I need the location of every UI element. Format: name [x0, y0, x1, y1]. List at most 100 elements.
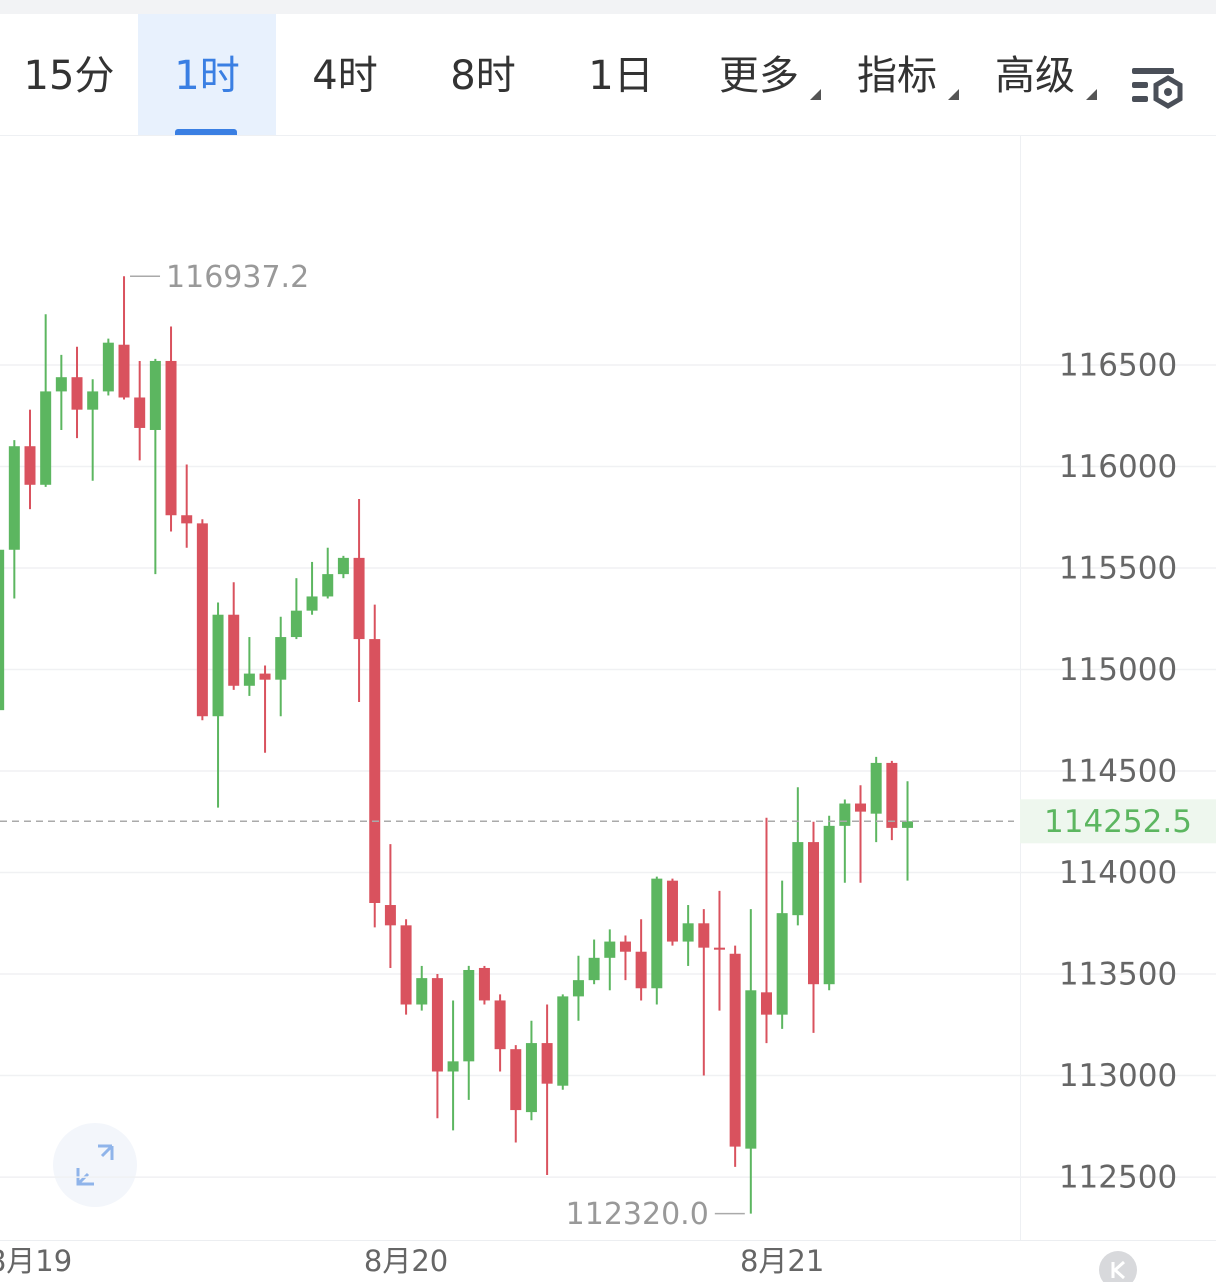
x-tick-label: 8月21 — [740, 1244, 824, 1278]
candle-body — [259, 673, 271, 680]
icon-gear-center — [1164, 88, 1172, 96]
candle-body — [416, 978, 428, 1005]
last-price-badge — [1020, 799, 1216, 844]
icon-bar — [1132, 96, 1148, 102]
tab[interactable]: 指标 — [857, 53, 937, 99]
candle-body — [839, 803, 851, 826]
low-marker-label: 112320.0 — [566, 1197, 709, 1232]
k-icon — [1111, 1260, 1125, 1280]
tab[interactable]: 1时 — [138, 14, 276, 135]
candle-body — [557, 996, 569, 1086]
y-tick-label: 113000 — [1059, 1058, 1177, 1094]
y-tick-label: 116000 — [1059, 449, 1177, 485]
candle-body — [275, 637, 287, 680]
tab[interactable]: 4时 — [312, 53, 378, 99]
candle-body — [886, 762, 898, 828]
candle-body — [666, 880, 678, 942]
candle-body — [792, 842, 804, 916]
candle-body — [572, 980, 584, 997]
candle-body — [0, 549, 5, 711]
candle-body — [494, 1000, 506, 1050]
candle-body — [87, 391, 99, 410]
candle-body — [369, 639, 381, 903]
candle-body — [337, 557, 349, 575]
candle-body — [102, 342, 114, 392]
candle-body — [8, 446, 20, 550]
candle-body — [855, 803, 867, 812]
tab[interactable]: 更多 — [719, 53, 799, 99]
top-strip — [0, 0, 1216, 14]
last-price-label: 114252.5 — [1044, 804, 1192, 840]
candle-body — [823, 825, 835, 985]
settings-icon[interactable] — [1128, 64, 1190, 118]
candle-body — [322, 574, 334, 597]
x-tick-label: 8月20 — [364, 1244, 448, 1278]
candle-body — [353, 557, 365, 640]
candle-body — [870, 762, 882, 814]
candle-body — [290, 610, 302, 638]
candle-body — [24, 446, 36, 485]
expand-icon — [76, 1144, 114, 1186]
icon-bar — [1132, 82, 1148, 88]
y-tick-label: 116500 — [1059, 348, 1177, 384]
candle-body — [902, 821, 914, 828]
y-tick-label: 114500 — [1059, 754, 1177, 790]
candle-body — [306, 596, 318, 611]
candle-body — [604, 941, 616, 958]
candle-body — [181, 515, 193, 524]
candle-body — [447, 1061, 459, 1072]
candle-body — [463, 969, 475, 1062]
candle-body — [71, 377, 83, 410]
candle-body — [40, 391, 52, 485]
candle-body — [745, 990, 757, 1149]
candle-body — [588, 957, 600, 981]
icon-bar — [1132, 68, 1174, 74]
dropdown-arrow — [1086, 89, 1097, 100]
high-marker-label: 116937.2 — [166, 260, 309, 295]
candle-body — [713, 947, 725, 950]
candle-body — [118, 344, 130, 398]
candle-body — [149, 360, 161, 430]
candle-body — [212, 614, 224, 717]
candle-body — [698, 923, 710, 948]
icon-gear — [1153, 75, 1183, 109]
tab[interactable]: 1日 — [588, 53, 654, 99]
candle-body — [808, 842, 819, 985]
y-tick-label: 112500 — [1059, 1160, 1177, 1196]
candle-body — [776, 913, 788, 1015]
candle-body — [619, 941, 631, 952]
dropdown-arrow — [810, 89, 821, 100]
y-tick-label: 113500 — [1059, 957, 1177, 993]
candle-body — [541, 1043, 553, 1084]
dropdown-arrow — [948, 89, 959, 100]
candle-body — [165, 360, 177, 516]
candle-body — [651, 878, 663, 989]
timeframe-tabs: 15分 1时 4时 8时 1日 更多 指标 高级 — [0, 14, 1216, 136]
candle-body — [384, 905, 396, 926]
candle-body — [243, 673, 255, 686]
candle-body — [228, 614, 240, 686]
candle-body — [400, 925, 412, 1005]
expand-button[interactable] — [53, 1123, 137, 1207]
candle-body — [134, 397, 146, 428]
candle-body — [682, 923, 694, 942]
y-tick-label: 115000 — [1059, 652, 1177, 688]
candle-body — [635, 951, 647, 989]
x-tick-label: 8月19 — [0, 1244, 72, 1278]
candles — [0, 276, 914, 1214]
candle-body — [510, 1049, 522, 1111]
tab[interactable]: 高级 — [995, 53, 1075, 99]
tab[interactable]: 15分 — [23, 53, 115, 99]
y-tick-label: 115500 — [1059, 551, 1177, 587]
tab[interactable]: 8时 — [450, 53, 516, 99]
candle-body — [55, 377, 67, 392]
axis-separator — [1020, 136, 1021, 1240]
candle-body — [478, 967, 490, 1001]
candle-body — [196, 523, 208, 717]
candle-body — [431, 978, 443, 1072]
candle-body — [729, 953, 741, 1147]
candle-body — [525, 1043, 537, 1113]
candle-body — [760, 992, 772, 1015]
